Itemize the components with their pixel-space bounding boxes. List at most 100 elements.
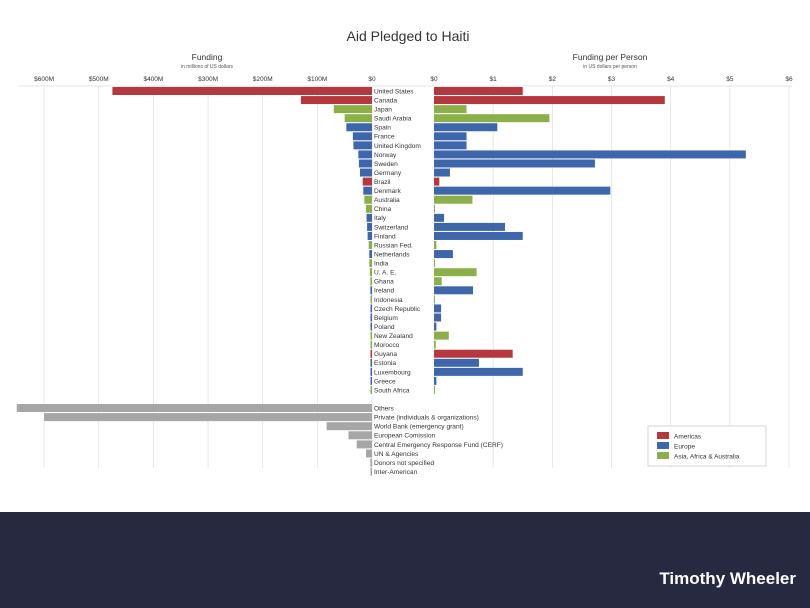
other-funding-bar-inter-american: [370, 467, 372, 476]
per-person-bar-sweden: [434, 159, 595, 168]
left-tick-label: $500M: [89, 76, 109, 83]
other-funding-bar-private-individuals-and-organizations: [44, 413, 372, 422]
funding-bar-denmark: [363, 186, 372, 195]
per-person-bar-australia: [434, 195, 473, 204]
per-person-bar-switzerland: [434, 222, 506, 231]
legend-label-europe: Europe: [674, 444, 695, 451]
country-label-india: India: [374, 261, 389, 268]
per-person-bar-italy: [434, 213, 445, 222]
funding-bar-poland: [370, 322, 372, 331]
country-label-brazil: Brazil: [374, 179, 391, 186]
funding-bar-switzerland: [367, 222, 372, 231]
per-person-bar-brazil: [434, 177, 440, 186]
per-person-bar-france: [434, 132, 467, 141]
other-label-un-and-agencies: UN & Agencies: [374, 451, 419, 458]
funding-bar-united-states: [112, 87, 372, 95]
country-label-italy: Italy: [374, 215, 387, 222]
per-person-bar-ireland: [434, 286, 474, 295]
per-person-bar-poland: [434, 322, 437, 331]
per-person-bar-china: [434, 204, 435, 213]
country-label-belgium: Belgium: [374, 315, 398, 322]
per-person-bar-indonesia: [434, 295, 435, 304]
chart-title: Aid Pledged to Haiti: [347, 28, 470, 44]
country-label-ghana: Ghana: [374, 279, 394, 286]
left-tick-label: $300M: [198, 76, 218, 83]
country-label-saudi-arabia: Saudi Arabia: [374, 116, 412, 123]
per-person-bar-czech-republic: [434, 304, 442, 313]
country-label-netherlands: Netherlands: [374, 251, 410, 258]
per-person-bar-japan: [434, 105, 467, 114]
country-label-estonia: Estonia: [374, 360, 396, 367]
per-person-bar-belgium: [434, 313, 442, 322]
funding-bar-sweden: [358, 159, 372, 168]
per-person-bar-russian-fed: [434, 241, 437, 250]
per-person-bar-south-africa: [434, 385, 435, 394]
per-person-bar-netherlands: [434, 250, 453, 259]
funding-bar-belgium: [370, 313, 372, 322]
funding-bar-guyana: [370, 349, 372, 358]
funding-bar-estonia: [370, 358, 372, 367]
left-tick-label: $200M: [253, 76, 273, 83]
other-label-european-comission: European Comission: [374, 433, 436, 440]
country-label-finland: Finland: [374, 233, 396, 240]
country-label-indonesia: Indonesia: [374, 297, 403, 304]
funding-bar-indonesia: [370, 295, 372, 304]
funding-bar-luxembourg: [370, 367, 372, 376]
country-label-canada: Canada: [374, 97, 397, 104]
other-label-world-bank-emergency-grant: World Bank (emergency grant): [374, 424, 464, 431]
funding-bar-brazil: [362, 177, 372, 186]
country-label-japan: Japan: [374, 107, 392, 114]
country-label-norway: Norway: [374, 152, 397, 159]
other-label-private-individuals-and-organizations: Private (individuals & organizations): [374, 415, 479, 422]
country-label-czech-republic: Czech Republic: [374, 306, 421, 313]
per-person-bar-luxembourg: [434, 367, 523, 376]
right-tick-label: $2: [549, 76, 557, 83]
country-label-sweden: Sweden: [374, 161, 398, 168]
per-person-bar-ghana: [434, 277, 442, 286]
left-tick-label: $0: [368, 76, 376, 83]
legend-swatch-europe: [657, 442, 669, 449]
funding-bar-morocco: [370, 340, 372, 349]
country-label-switzerland: Switzerland: [374, 224, 408, 231]
funding-bar-italy: [366, 213, 372, 222]
right-tick-label: $1: [490, 76, 498, 83]
other-label-donors-not-specified: Donors not specified: [374, 460, 434, 467]
funding-bar-new-zealand: [370, 331, 372, 340]
legend-label-americas: Americas: [674, 434, 702, 441]
other-funding-bar-others: [16, 404, 373, 412]
per-person-bar-united-kingdom: [434, 141, 467, 150]
left-panel-subtitle: in millions of US dollars: [181, 64, 233, 70]
funding-bar-ghana: [370, 277, 372, 286]
funding-bar-saudi-arabia: [344, 114, 372, 123]
country-label-spain: Spain: [374, 125, 391, 132]
right-tick-label: $3: [608, 76, 616, 83]
per-person-bar-finland: [434, 231, 523, 240]
country-label-united-states: United States: [374, 88, 414, 95]
per-person-bar-india: [434, 259, 435, 268]
aid-chart: $600M $500M $400M $300M $200M $100M $0 $0 $1 $2 $3…: [16, 28, 793, 476]
country-label-u-a-e: U. A. E.: [374, 270, 397, 277]
country-label-ireland: Ireland: [374, 288, 394, 295]
funding-bar-india: [369, 259, 372, 268]
funding-bar-spain: [346, 123, 372, 132]
country-label-morocco: Morocco: [374, 342, 400, 349]
funding-bar-u-a-e: [369, 268, 372, 277]
legend-swatch-americas: [657, 432, 669, 439]
per-person-bar-united-states: [434, 87, 523, 95]
per-person-bar-canada: [434, 96, 665, 105]
left-panel-title: Funding: [192, 52, 223, 62]
country-label-greece: Greece: [374, 378, 396, 385]
per-person-bar-saudi-arabia: [434, 114, 550, 123]
legend: Americas Europe Asia, Africa & Australia: [647, 425, 767, 467]
funding-bar-greece: [370, 376, 372, 385]
other-funding-bar-world-bank-emergency-grant: [326, 422, 372, 431]
footer-bar: Timothy Wheeler: [0, 512, 810, 608]
author-name: Timothy Wheeler: [659, 569, 796, 588]
funding-bar-south-africa: [370, 385, 372, 394]
funding-bar-finland: [367, 231, 372, 240]
per-person-bar-morocco: [434, 340, 436, 349]
right-tick-label: $4: [667, 76, 675, 83]
per-person-bar-germany: [434, 168, 450, 177]
country-label-germany: Germany: [374, 170, 402, 177]
